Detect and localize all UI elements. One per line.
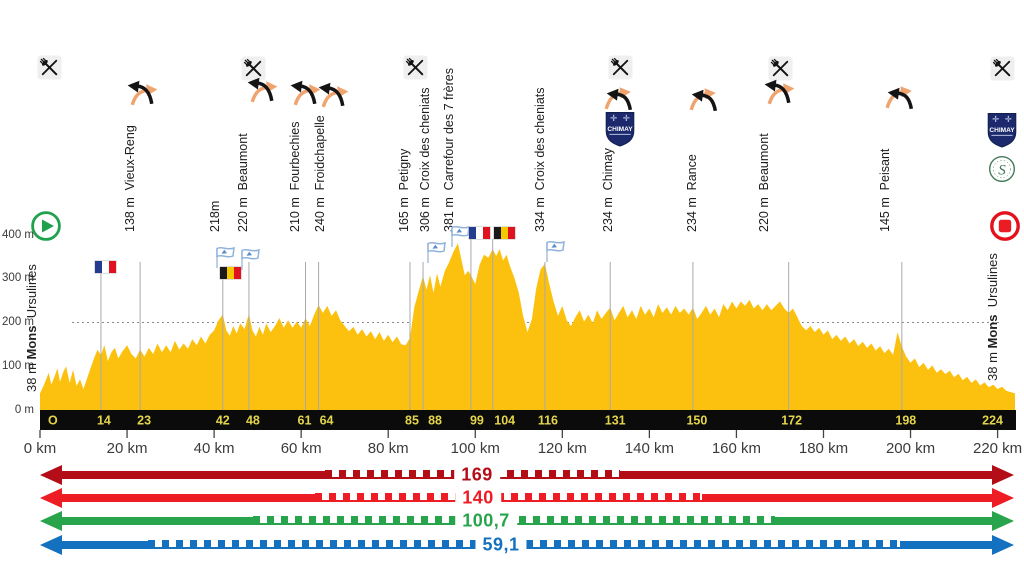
start-place: Ursulines bbox=[24, 264, 39, 319]
x-tick-label: 40 km bbox=[194, 440, 235, 457]
x-tick-label: 60 km bbox=[281, 440, 322, 457]
x-tick-label: 200 km bbox=[886, 440, 935, 457]
km-bar-label: 131 bbox=[605, 414, 626, 428]
x-tick-label: 100 km bbox=[451, 440, 500, 457]
km-bar-label: 150 bbox=[686, 414, 707, 428]
km-bar-label: 99 bbox=[470, 414, 484, 428]
km-bar-label: 64 bbox=[320, 414, 334, 428]
x-tick-label: 120 km bbox=[538, 440, 587, 457]
x-tick-label: 80 km bbox=[368, 440, 409, 457]
x-tick-label: 160 km bbox=[712, 440, 761, 457]
start-altitude: 38 m bbox=[24, 363, 39, 392]
finish-city: Mons bbox=[985, 314, 1000, 349]
km-bar-label: 116 bbox=[538, 414, 558, 428]
x-tick-label: 180 km bbox=[799, 440, 848, 457]
km-bar-label: 14 bbox=[97, 414, 111, 428]
start-location-label: 38 m Mons Ursulines bbox=[24, 264, 39, 392]
km-bar-label: 61 bbox=[298, 414, 312, 428]
km-bar-label: O bbox=[48, 414, 58, 428]
km-bar-label: 42 bbox=[216, 414, 230, 428]
start-city: Mons bbox=[24, 325, 39, 360]
x-tick-label: 0 km bbox=[24, 440, 57, 457]
x-tick-label: 140 km bbox=[625, 440, 674, 457]
km-bar-label: 104 bbox=[494, 414, 515, 428]
finish-place: Ursulines bbox=[985, 253, 1000, 308]
km-bar-label: 172 bbox=[781, 414, 802, 428]
km-bar-label: 88 bbox=[428, 414, 442, 428]
x-tick-label: 220 km bbox=[973, 440, 1022, 457]
elevation-profile-area bbox=[40, 243, 1015, 410]
km-bar bbox=[40, 410, 1016, 430]
finish-altitude: 38 m bbox=[985, 352, 1000, 381]
km-bar-label: 23 bbox=[137, 414, 151, 428]
km-bar-label: 85 bbox=[405, 414, 419, 428]
km-bar-label: 198 bbox=[895, 414, 916, 428]
x-tick-label: 20 km bbox=[107, 440, 148, 457]
km-bar-label: 48 bbox=[246, 414, 260, 428]
finish-location-label: 38 m Mons Ursulines bbox=[985, 253, 1000, 381]
km-bar-label: 224 bbox=[982, 414, 1003, 428]
